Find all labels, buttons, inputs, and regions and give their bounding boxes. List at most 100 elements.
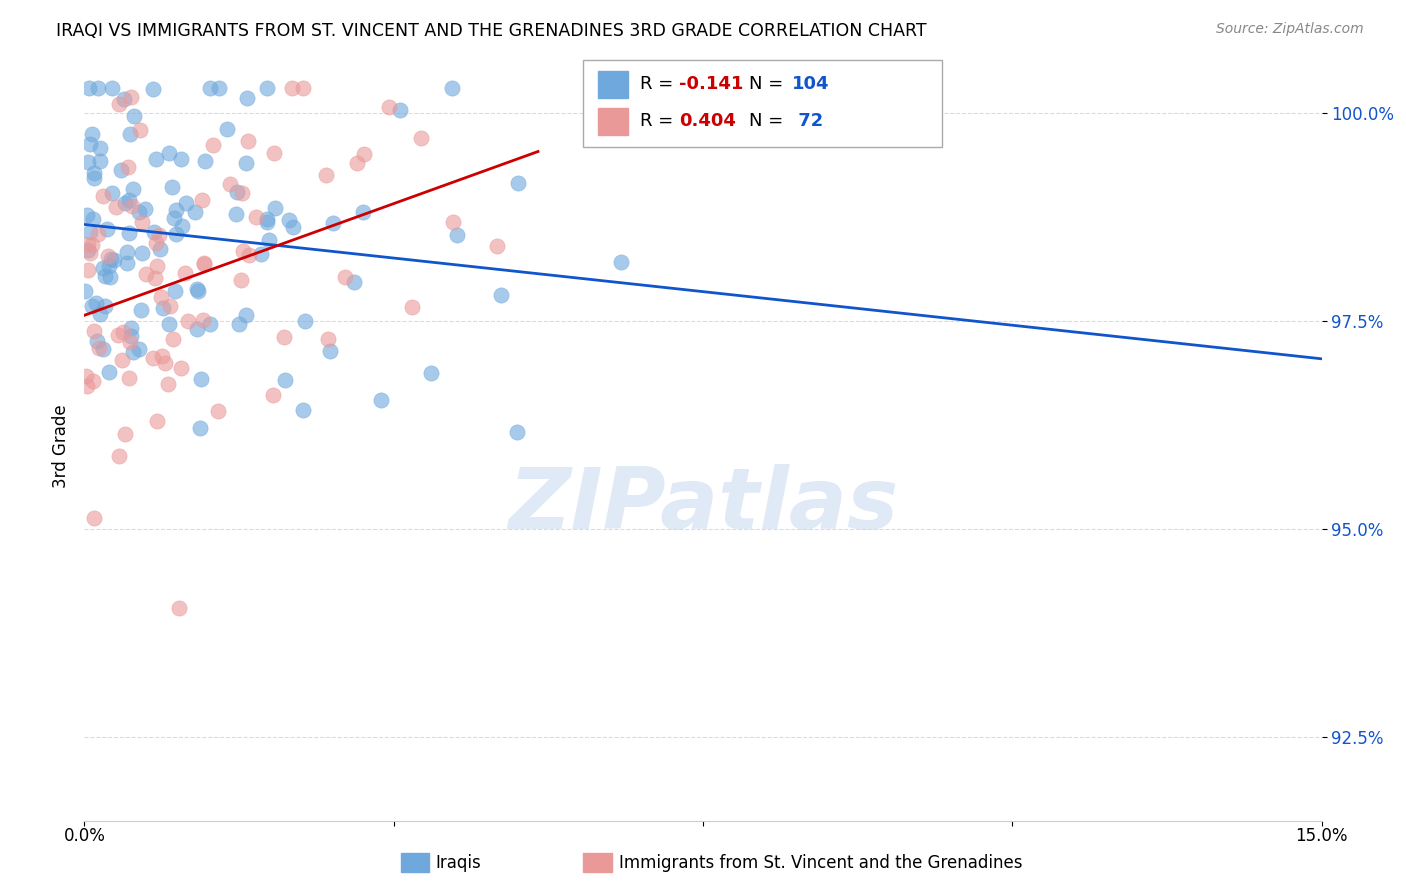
Point: [231, 273, 253, 287]
Point: [162, 332, 184, 346]
Point: [238, 247, 260, 261]
Point: [420, 366, 443, 380]
Point: [89, 341, 111, 355]
Point: [172, 219, 194, 234]
Point: [111, 325, 134, 339]
Point: [201, 138, 224, 153]
Point: [609, 255, 631, 269]
Point: [235, 308, 257, 322]
Point: [79, 137, 101, 152]
Point: [343, 275, 366, 289]
Point: [291, 81, 314, 95]
Point: [409, 131, 432, 145]
Point: [193, 257, 215, 271]
Point: [143, 271, 166, 285]
Point: [104, 200, 127, 214]
Point: [110, 163, 132, 178]
Point: [228, 317, 250, 331]
Point: [77, 236, 100, 251]
Point: [283, 220, 305, 235]
Point: [256, 212, 278, 227]
Text: Iraqis: Iraqis: [436, 854, 482, 871]
Point: [145, 235, 167, 250]
Point: [83, 511, 105, 525]
Point: [346, 156, 368, 170]
Point: [165, 285, 187, 299]
Point: [165, 202, 187, 217]
Point: [491, 288, 513, 302]
Point: [131, 245, 153, 260]
Point: [79, 246, 101, 260]
Point: [152, 301, 174, 316]
Point: [187, 284, 209, 298]
Point: [446, 228, 468, 243]
Point: [135, 267, 157, 281]
Point: [273, 330, 295, 344]
Text: N =: N =: [749, 75, 789, 93]
Point: [173, 266, 195, 280]
Point: [111, 353, 134, 368]
Point: [262, 388, 284, 402]
Point: [86, 334, 108, 348]
Point: [441, 215, 464, 229]
Point: [84, 295, 107, 310]
Point: [257, 233, 280, 247]
Point: [143, 225, 166, 239]
Point: [245, 211, 267, 225]
Point: [162, 180, 184, 194]
Point: [153, 356, 176, 370]
Text: Immigrants from St. Vincent and the Grenadines: Immigrants from St. Vincent and the Gren…: [619, 854, 1022, 871]
Point: [89, 153, 111, 168]
Text: 0.404: 0.404: [679, 112, 735, 130]
Point: [83, 166, 105, 180]
Point: [207, 404, 229, 418]
Point: [184, 205, 207, 219]
Point: [167, 601, 190, 615]
Point: [120, 320, 142, 334]
Point: [122, 344, 145, 359]
Point: [505, 425, 527, 439]
Point: [291, 403, 314, 417]
Point: [114, 426, 136, 441]
Point: [146, 259, 169, 273]
Point: [506, 176, 529, 190]
Point: [215, 121, 238, 136]
Point: [118, 226, 141, 240]
Point: [274, 373, 297, 387]
Point: [77, 81, 100, 95]
Text: ZIPatlas: ZIPatlas: [508, 465, 898, 548]
Point: [145, 413, 167, 427]
Point: [142, 82, 165, 96]
Point: [198, 318, 221, 332]
Point: [98, 259, 121, 273]
Point: [163, 211, 186, 225]
Point: [120, 90, 142, 104]
Point: [225, 186, 247, 200]
Point: [176, 196, 198, 211]
Point: [94, 269, 117, 284]
Point: [198, 81, 221, 95]
Point: [194, 154, 217, 169]
Point: [193, 255, 215, 269]
Point: [117, 371, 139, 385]
Point: [142, 351, 165, 365]
Point: [107, 449, 129, 463]
Point: [145, 152, 167, 166]
Point: [128, 342, 150, 356]
Point: [186, 282, 208, 296]
Text: 104: 104: [792, 75, 830, 93]
Point: [238, 134, 260, 148]
Point: [165, 227, 187, 241]
Point: [82, 299, 104, 313]
Y-axis label: 3rd Grade: 3rd Grade: [52, 404, 70, 488]
Text: IRAQI VS IMMIGRANTS FROM ST. VINCENT AND THE GRENADINES 3RD GRADE CORRELATION CH: IRAQI VS IMMIGRANTS FROM ST. VINCENT AND…: [56, 22, 927, 40]
Point: [129, 303, 152, 318]
Point: [170, 152, 193, 166]
Point: [100, 186, 122, 200]
Point: [218, 177, 240, 191]
Point: [80, 127, 103, 141]
Point: [91, 260, 114, 275]
Point: [87, 227, 110, 242]
Point: [96, 222, 118, 236]
Point: [316, 332, 339, 346]
